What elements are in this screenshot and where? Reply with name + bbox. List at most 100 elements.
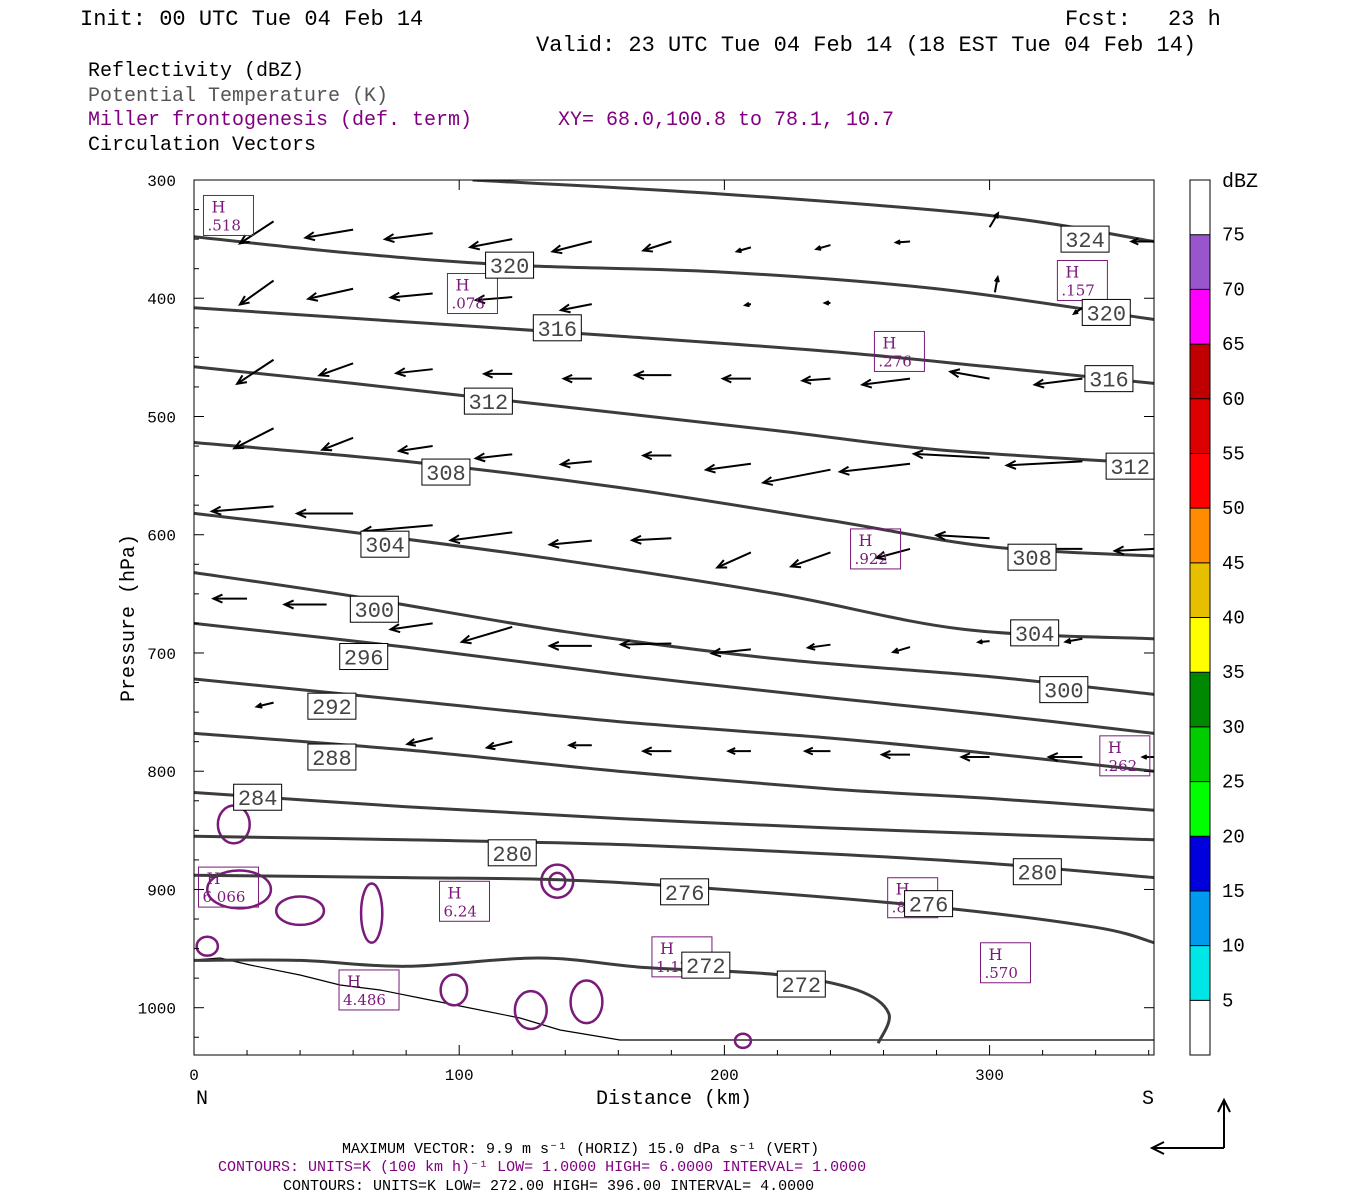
theta-contour-324 xyxy=(472,180,1154,243)
circulation-vector xyxy=(317,362,354,378)
circulation-vector xyxy=(396,444,433,455)
field-potential-temperature: Potential Temperature (K) xyxy=(88,85,388,108)
frontogenesis-contour xyxy=(733,1032,753,1050)
theta-contour-label: 300 xyxy=(1044,680,1084,705)
theta-contour-320 xyxy=(194,235,1154,321)
frontogenesis-high: H6.066 xyxy=(197,866,259,908)
y-tick-label: 300 xyxy=(147,173,176,191)
circulation-vector xyxy=(467,238,513,251)
circulation-vector xyxy=(388,622,433,634)
circulation-vector xyxy=(558,303,592,314)
theta-contour-label: 308 xyxy=(1012,547,1052,572)
circulation-vector xyxy=(382,232,433,244)
colorbar-label: 70 xyxy=(1222,279,1245,301)
colorbar-label: 75 xyxy=(1222,225,1245,247)
frontogenesis-high: H.518 xyxy=(202,194,254,236)
circulation-vector xyxy=(640,450,672,461)
circulation-vector xyxy=(879,749,911,760)
max-vector-text: MAXIMUM VECTOR: 9.9 m s⁻¹ (HORIZ) 15.0 d… xyxy=(342,1141,819,1158)
circulation-vector xyxy=(703,462,752,474)
theta-contour-label: 316 xyxy=(1089,369,1129,394)
circulation-vector xyxy=(629,534,672,545)
circulation-vector xyxy=(715,551,752,569)
circulation-vector xyxy=(393,367,433,378)
colorbar-label: 50 xyxy=(1222,498,1245,520)
colorbar-label: 55 xyxy=(1222,443,1245,465)
circulation-vector xyxy=(237,220,275,245)
circulation-vector xyxy=(709,647,752,658)
frontogenesis-contour xyxy=(439,973,469,1007)
colorbar-segment xyxy=(1190,289,1210,345)
axes: 0 100 200 300 300 400 500 600 700 800 900 1000 xyxy=(138,173,1154,1085)
theta-contour-label: 276 xyxy=(665,882,705,907)
theta-contour-label: 312 xyxy=(1110,456,1150,481)
frontogenesis-contour xyxy=(513,989,548,1031)
theta-contour-label: 292 xyxy=(312,696,352,721)
y-tick-label: 900 xyxy=(147,882,176,900)
circulation-vector xyxy=(726,747,751,756)
frontogenesis-contour xyxy=(359,882,384,944)
circulation-vector xyxy=(837,462,911,476)
circulation-vector xyxy=(566,741,592,750)
colorbar-label: 5 xyxy=(1222,990,1233,1012)
y-tick-label: 400 xyxy=(147,291,176,309)
theta-contour-labels: 324 320 320 316 316 312 312 308 308 304 304 300 300 2… xyxy=(233,225,1155,999)
theta-contour-label: 280 xyxy=(492,843,532,868)
high-letter: H xyxy=(347,972,361,991)
circulation-vector xyxy=(481,369,513,379)
valid-time: Valid: 23 UTC Tue 04 Feb 14 (18 EST Tue … xyxy=(536,33,1196,58)
circulation-vector xyxy=(405,737,433,747)
circulation-vectors xyxy=(209,211,1154,762)
theta-contour-label: 280 xyxy=(1018,862,1058,887)
x-tick-label: 300 xyxy=(975,1067,1004,1085)
field-circulation-vectors: Circulation Vectors xyxy=(88,134,316,157)
theta-contour-312 xyxy=(194,365,1154,466)
circulation-vector xyxy=(1046,752,1083,762)
high-letter: H xyxy=(882,333,896,352)
theta-label-box xyxy=(421,458,471,486)
theta-label-box xyxy=(1081,298,1131,326)
colorbar-segment xyxy=(1190,508,1210,563)
circulation-vector xyxy=(911,449,990,460)
high-value: .276 xyxy=(878,352,911,370)
init-time: Init: 00 UTC Tue 04 Feb 14 xyxy=(80,7,423,32)
frontogenesis-high: H.078 xyxy=(446,273,498,315)
frontogenesis-high: H.922 xyxy=(850,528,902,570)
colorbar-label: 30 xyxy=(1222,717,1245,739)
circulation-vector xyxy=(459,626,513,645)
circulation-vector xyxy=(1063,637,1083,645)
theta-label-box xyxy=(463,387,513,415)
theta-contours xyxy=(194,180,1154,1044)
cross-section-endpoints: XY= 68.0,100.8 to 78.1, 10.7 xyxy=(558,109,894,132)
circulation-vector xyxy=(550,240,593,255)
circulation-vector xyxy=(640,746,672,756)
circulation-vector xyxy=(232,427,275,450)
frontogenesis-contour xyxy=(569,979,604,1025)
circulation-vector xyxy=(800,375,831,385)
y-tick-label: 500 xyxy=(147,409,176,427)
high-letter: H xyxy=(660,939,674,958)
plot-frame xyxy=(193,179,1155,1056)
theta-contour-label: 272 xyxy=(686,955,726,980)
theta-contour-label: 300 xyxy=(355,599,395,624)
circulation-vector xyxy=(947,368,990,380)
theta-contour-label: 272 xyxy=(781,974,821,999)
colorbar-label: 40 xyxy=(1222,608,1245,630)
colorbar: 5 10 15 20 25 30 35 40 45 50 55 60 65 70 75 xyxy=(1189,179,1245,1056)
colorbar-label: 25 xyxy=(1222,772,1245,794)
theta-contour-280 xyxy=(194,834,1154,880)
theta-contour-label: 288 xyxy=(312,747,352,772)
colorbar-segment xyxy=(1190,344,1210,399)
high-value: .570 xyxy=(984,964,1017,982)
terrain-line xyxy=(194,957,1154,1041)
high-value: .262 xyxy=(1104,757,1137,775)
frontogenesis-high: H.570 xyxy=(979,942,1031,984)
y-axis-label: Pressure (hPa) xyxy=(118,534,141,702)
circulation-vector xyxy=(1004,460,1083,470)
circulation-vector xyxy=(933,530,990,541)
circulation-vector xyxy=(742,301,752,308)
circulation-vector xyxy=(473,452,513,463)
high-value: .157 xyxy=(1061,282,1094,300)
high-value: 6.24 xyxy=(443,902,476,920)
